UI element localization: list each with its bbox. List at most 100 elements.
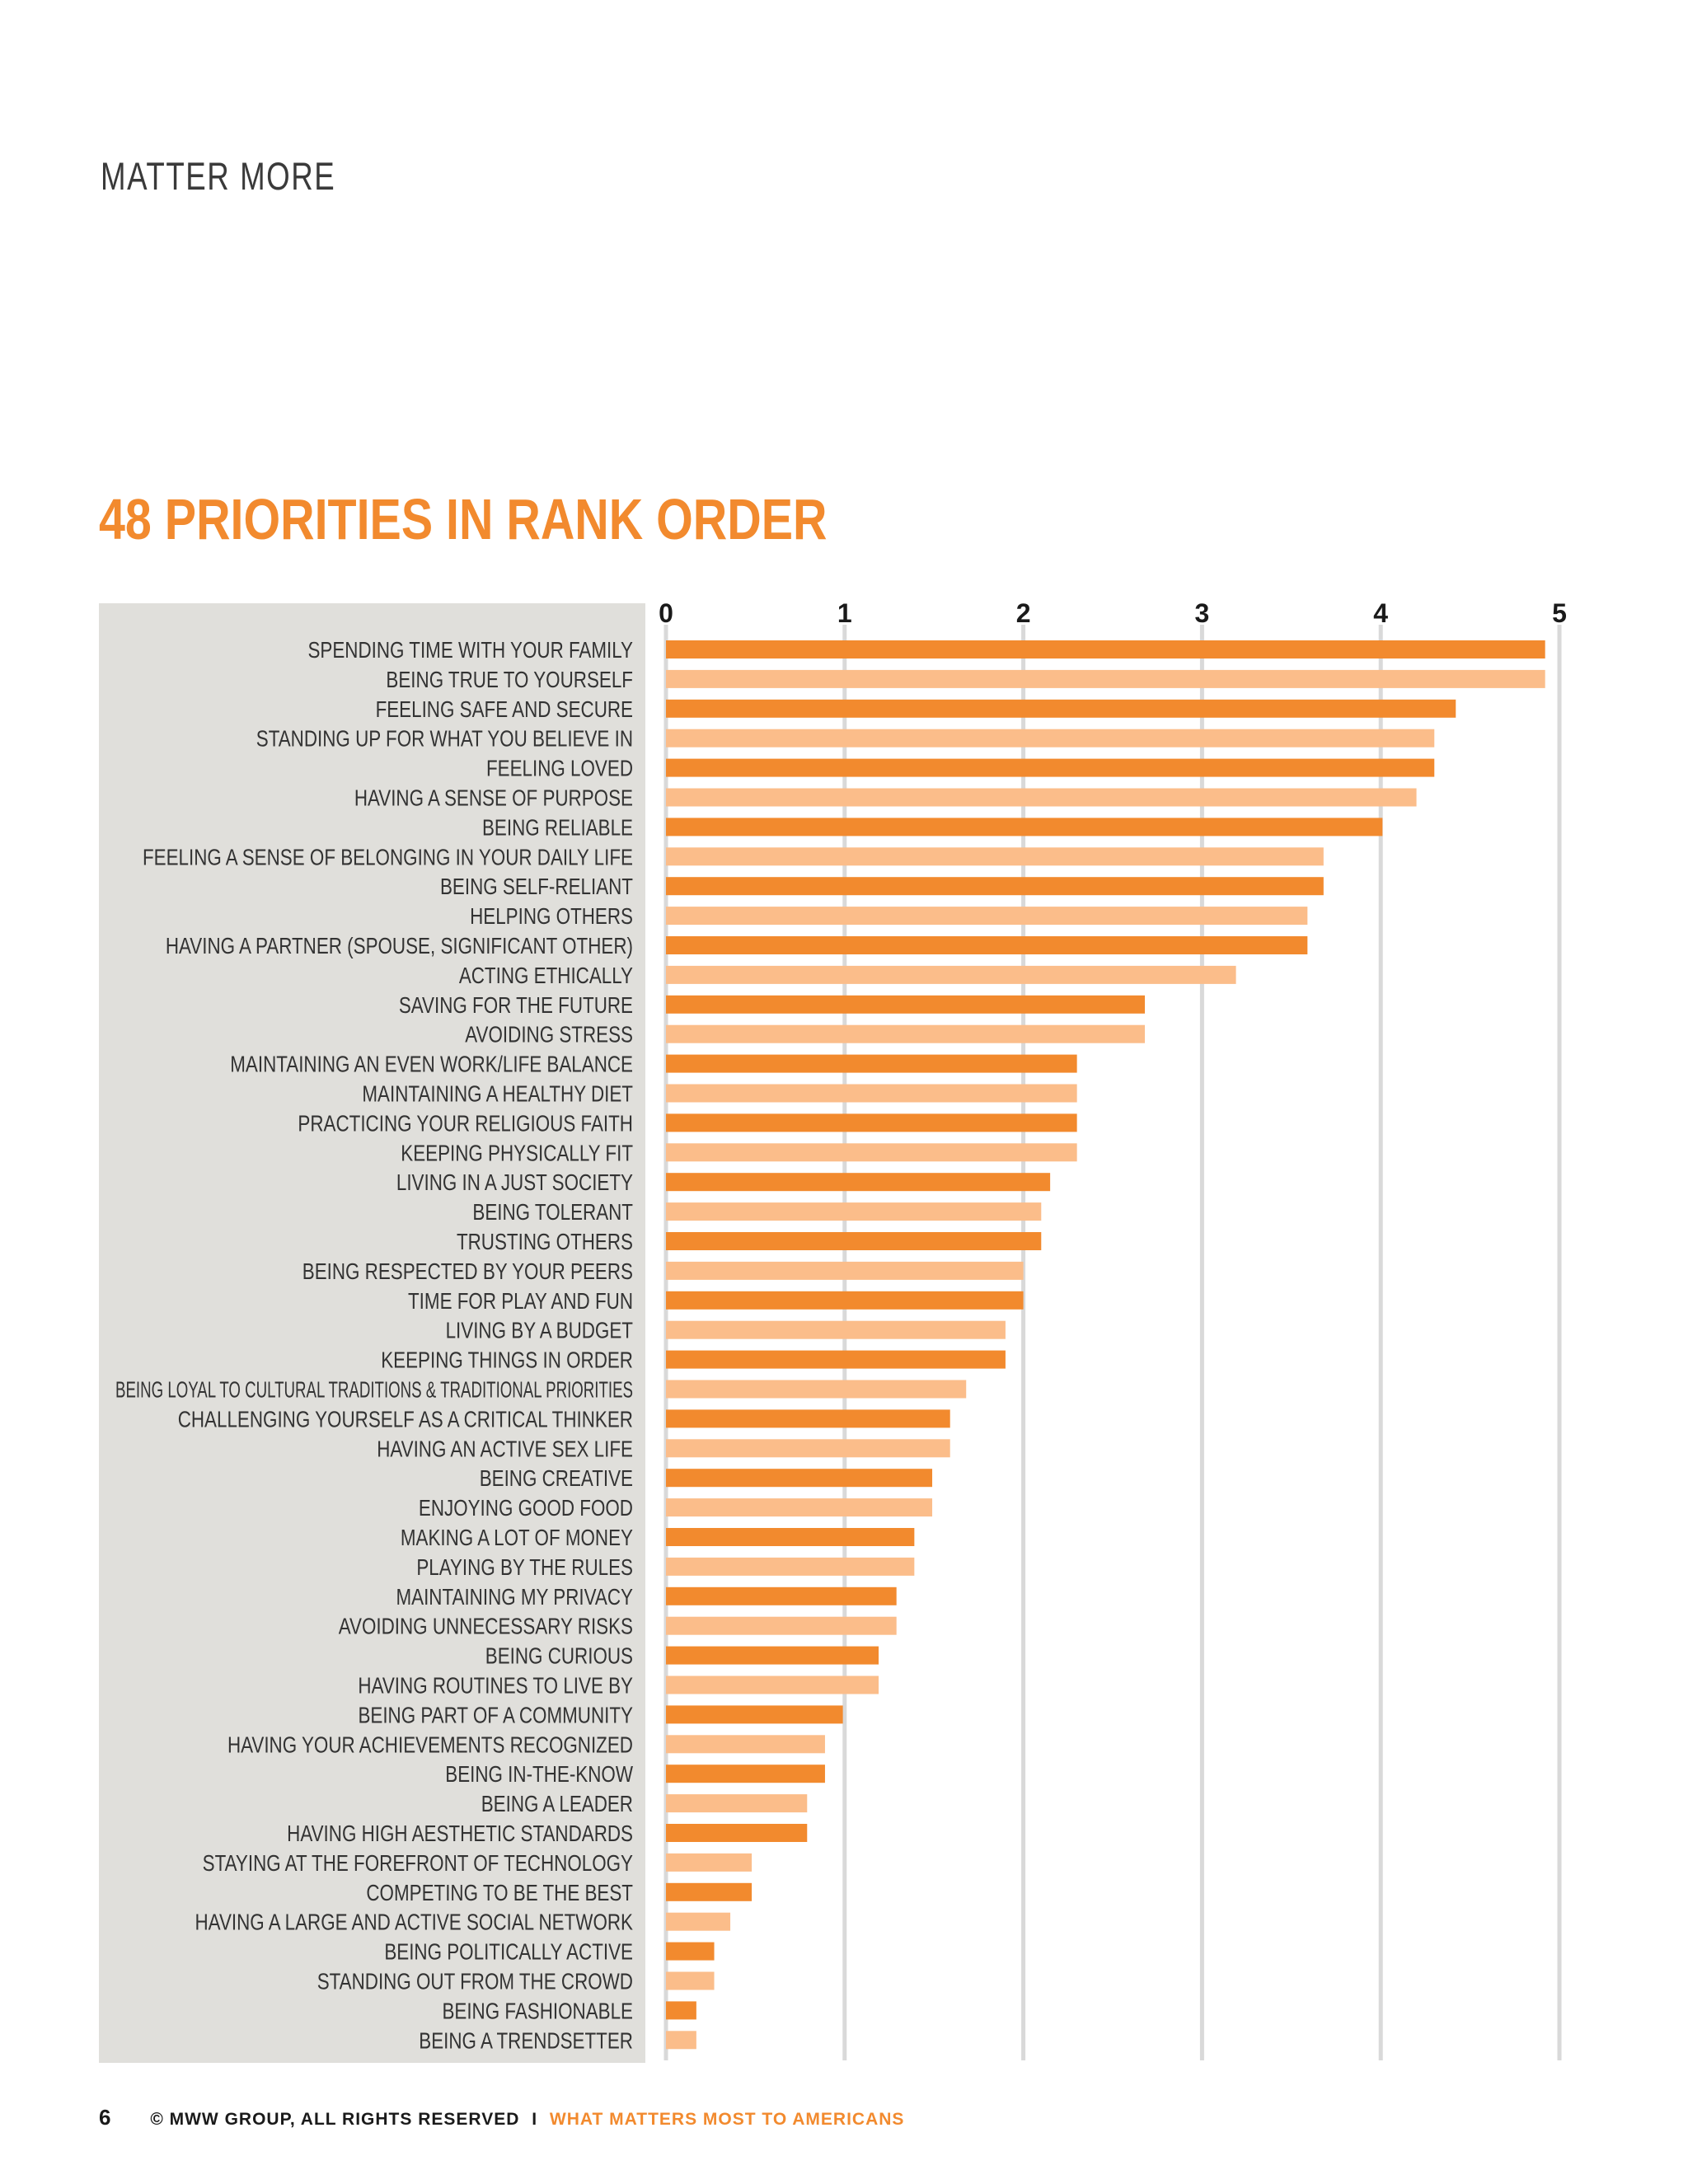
- category-label: AVOIDING STRESS: [465, 1022, 633, 1047]
- category-label: HELPING OTHERS: [470, 903, 633, 929]
- category-label: STANDING UP FOR WHAT YOU BELIEVE IN: [256, 726, 633, 752]
- category-label: ENJOYING GOOD FOOD: [419, 1495, 633, 1521]
- category-label: SPENDING TIME WITH YOUR FAMILY: [307, 637, 633, 663]
- category-label: FEELING SAFE AND SECURE: [376, 696, 633, 722]
- section-label: MATTER MORE: [101, 154, 336, 198]
- category-label: ACTING ETHICALLY: [459, 963, 633, 988]
- footer: 6 © MWW GROUP, ALL RIGHTS RESERVED I WHA…: [99, 2105, 904, 2130]
- category-label: LIVING BY A BUDGET: [446, 1318, 633, 1343]
- category-label: MAINTAINING AN EVEN WORK/LIFE BALANCE: [230, 1052, 633, 1077]
- category-labels: SPENDING TIME WITH YOUR FAMILY BEING TRUE…: [115, 637, 633, 2053]
- category-label: CHALLENGING YOURSELF AS A CRITICAL THINK…: [178, 1406, 633, 1432]
- bar: [666, 729, 1435, 748]
- bar: [666, 1586, 897, 1605]
- bar: [666, 847, 1324, 866]
- publication-title: WHAT MATTERS MOST TO AMERICANS: [549, 2110, 905, 2129]
- category-label: TIME FOR PLAY AND FUN: [408, 1288, 633, 1314]
- bar: [666, 995, 1146, 1014]
- category-label: MAINTAINING MY PRIVACY: [396, 1584, 633, 1610]
- bar: [666, 877, 1324, 896]
- category-label: LIVING IN A JUST SOCIETY: [396, 1169, 633, 1195]
- bar: [666, 1765, 825, 1783]
- bar: [666, 965, 1236, 984]
- category-label: BEING POLITICALLY ACTIVE: [384, 1939, 633, 1965]
- x-tick-label: 1: [837, 598, 852, 628]
- category-label: HAVING ROUTINES TO LIVE BY: [358, 1673, 633, 1699]
- bar: [666, 1616, 897, 1635]
- bar: [666, 1469, 933, 1488]
- bar: [666, 1705, 843, 1724]
- bar: [666, 1350, 1006, 1369]
- bar: [666, 1735, 825, 1754]
- bar-layer: [666, 640, 1545, 2050]
- bar: [666, 2031, 696, 2050]
- category-label: BEING TRUE TO YOURSELF: [386, 667, 633, 692]
- footer-separator: I: [532, 2110, 538, 2129]
- bar: [666, 1232, 1042, 1250]
- bar: [666, 1202, 1042, 1221]
- category-label: COMPETING TO BE THE BEST: [366, 1880, 633, 1905]
- bar: [666, 1528, 915, 1546]
- category-label: MAINTAINING A HEALTHY DIET: [362, 1081, 633, 1107]
- axis-ticks: 0 1 2 3 4 5: [659, 598, 1567, 628]
- category-label: BEING SELF-RELIANT: [440, 874, 633, 899]
- copyright-text: © MWW GROUP, ALL RIGHTS RESERVED: [150, 2110, 520, 2129]
- bar: [666, 669, 1545, 688]
- category-label: STANDING OUT FROM THE CROWD: [317, 1969, 633, 1994]
- bar: [666, 1024, 1146, 1043]
- bar: [666, 699, 1456, 718]
- bar: [666, 1794, 808, 1813]
- category-label: BEING PART OF A COMMUNITY: [358, 1702, 633, 1727]
- bar: [666, 936, 1308, 954]
- bar: [666, 1971, 715, 1990]
- bar: [666, 1291, 1024, 1310]
- category-label: HAVING AN ACTIVE SEX LIFE: [377, 1436, 633, 1461]
- bar: [666, 1882, 753, 1901]
- bar: [666, 1912, 731, 1931]
- bar: [666, 818, 1383, 837]
- category-label: PRACTICING YOUR RELIGIOUS FAITH: [298, 1110, 633, 1136]
- x-tick-label: 4: [1373, 598, 1388, 628]
- bar: [666, 1143, 1077, 1162]
- bar: [666, 1557, 915, 1576]
- bar: [666, 788, 1417, 807]
- label-panel: [99, 603, 645, 2063]
- category-label: BEING FASHIONABLE: [442, 1998, 633, 2023]
- bar: [666, 640, 1545, 658]
- category-label: BEING LOYAL TO CULTURAL TRADITIONS & TRA…: [115, 1377, 633, 1403]
- page-number: 6: [99, 2105, 112, 2130]
- x-tick-label: 5: [1552, 598, 1567, 628]
- category-label: BEING TOLERANT: [472, 1199, 633, 1225]
- category-label: KEEPING THINGS IN ORDER: [381, 1347, 633, 1373]
- bar: [666, 1320, 1006, 1339]
- category-label: BEING RELIABLE: [482, 814, 633, 840]
- category-label: STAYING AT THE FOREFRONT OF TECHNOLOGY: [203, 1850, 634, 1876]
- category-label: BEING CURIOUS: [485, 1643, 633, 1669]
- bar: [666, 1113, 1077, 1132]
- bar: [666, 1942, 715, 1961]
- bar: [666, 2001, 696, 2020]
- grid-layer: [663, 625, 1562, 2060]
- category-label: MAKING A LOT OF MONEY: [401, 1525, 633, 1550]
- category-label: BEING RESPECTED BY YOUR PEERS: [302, 1258, 633, 1284]
- category-label: TRUSTING OTHERS: [457, 1229, 633, 1254]
- category-label: FEELING LOVED: [486, 756, 633, 781]
- bar: [666, 1261, 1024, 1280]
- category-label: FEELING A SENSE OF BELONGING IN YOUR DAI…: [143, 844, 633, 869]
- category-label: AVOIDING UNNECESSARY RISKS: [339, 1614, 633, 1639]
- category-label: KEEPING PHYSICALLY FIT: [401, 1140, 633, 1165]
- category-label: HAVING A SENSE OF PURPOSE: [354, 785, 633, 811]
- category-label: BEING A LEADER: [481, 1791, 633, 1816]
- bar: [666, 1439, 950, 1458]
- chart-title: 48 PRIORITIES IN RANK ORDER: [99, 487, 828, 551]
- bar: [666, 1084, 1077, 1103]
- category-label: PLAYING BY THE RULES: [416, 1554, 633, 1580]
- category-label: HAVING A LARGE AND ACTIVE SOCIAL NETWORK: [195, 1910, 633, 1935]
- bar: [666, 758, 1435, 777]
- bar: [666, 1646, 879, 1665]
- bar: [666, 1409, 950, 1428]
- bar: [666, 1675, 879, 1694]
- bar: [666, 1054, 1077, 1073]
- bar: [666, 1498, 933, 1517]
